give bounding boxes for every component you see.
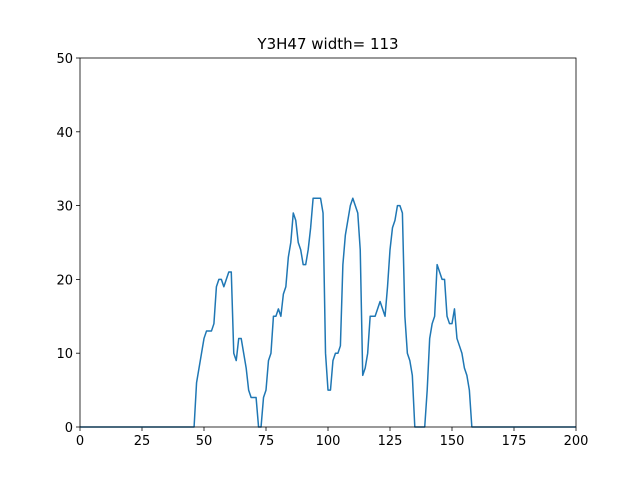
y-tick-label: 30: [56, 200, 73, 215]
x-tick-label: 100: [316, 434, 341, 449]
plot-frame: [79, 57, 577, 428]
x-tick-label: 75: [258, 434, 275, 449]
chart-title: Y3H47 width= 113: [256, 35, 398, 53]
y-tick-label: 0: [65, 421, 73, 436]
x-tick-label: 0: [76, 434, 84, 449]
y-tick-label: 40: [56, 126, 73, 141]
x-tick-label: 50: [196, 434, 213, 449]
x-tick-label: 150: [440, 434, 465, 449]
y-tick-label: 20: [56, 273, 73, 288]
x-tick-label: 200: [564, 434, 589, 449]
x-tick-label: 175: [502, 434, 527, 449]
y-tick-label: 50: [56, 52, 73, 67]
y-tick-label: 10: [56, 347, 73, 362]
x-tick-label: 25: [134, 434, 151, 449]
x-tick-label: 125: [378, 434, 403, 449]
